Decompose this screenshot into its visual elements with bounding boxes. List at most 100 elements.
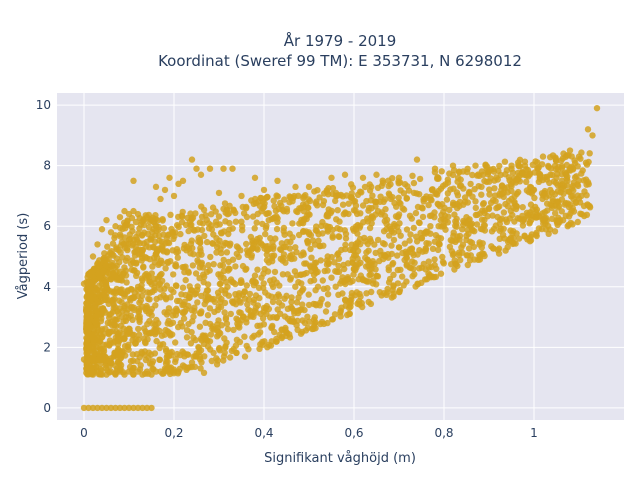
cloud-point: [297, 330, 305, 337]
cloud-point: [218, 286, 225, 294]
cloud-point: [222, 343, 229, 350]
cloud-point: [574, 163, 581, 170]
cloud-point: [243, 282, 250, 289]
data-point: [364, 256, 371, 263]
cloud-point: [304, 313, 311, 320]
cloud-point: [271, 203, 278, 210]
cloud-point: [298, 204, 305, 212]
data-point: [112, 338, 119, 345]
cloud-point: [347, 194, 354, 201]
cloud-point: [198, 226, 206, 234]
cloud-point: [145, 354, 152, 362]
cloud-point: [281, 196, 288, 203]
cloud-point: [199, 332, 206, 339]
cloud-point: [306, 197, 314, 205]
data-point: [170, 192, 178, 200]
cloud-point: [263, 251, 270, 258]
data-point: [238, 192, 245, 200]
cloud-point: [300, 251, 307, 258]
data-point: [305, 183, 313, 191]
cloud-point: [440, 216, 447, 223]
cloud-point: [332, 197, 339, 205]
cloud-point: [394, 214, 401, 221]
cloud-point: [265, 259, 272, 266]
cloud-point: [532, 203, 539, 211]
cloud-point: [227, 276, 235, 283]
cloud-point: [213, 221, 220, 229]
data-point: [575, 153, 583, 160]
cloud-point: [456, 198, 464, 206]
cloud-point: [173, 282, 180, 290]
cloud-point: [395, 194, 402, 201]
cloud-point: [390, 282, 397, 289]
cloud-point: [455, 249, 463, 256]
data-point: [166, 368, 173, 375]
cloud-point: [121, 343, 129, 350]
cloud-point: [246, 290, 254, 298]
cloud-point: [316, 194, 323, 201]
cloud-point: [282, 259, 289, 266]
cloud-point: [425, 240, 432, 247]
cloud-point: [85, 329, 92, 336]
cloud-point: [102, 296, 109, 303]
cloud-point: [221, 299, 229, 307]
cloud-point: [209, 240, 217, 247]
cloud-point: [491, 185, 498, 192]
data-point: [94, 404, 101, 412]
data-point: [125, 210, 133, 218]
cloud-point: [138, 348, 145, 356]
cloud-point: [254, 210, 261, 218]
cloud-point: [158, 332, 166, 339]
cloud-point: [413, 190, 420, 197]
cloud-point: [111, 352, 118, 359]
cloud-point: [187, 340, 195, 347]
data-point: [175, 368, 182, 375]
cloud-point: [255, 284, 263, 292]
cloud-point: [245, 296, 253, 303]
cloud-point: [519, 204, 526, 211]
cloud-point: [486, 186, 493, 193]
cloud-point: [136, 331, 143, 338]
cloud-point: [523, 187, 531, 194]
cloud-point: [241, 353, 249, 360]
cloud-point: [495, 250, 503, 257]
data-point: [125, 328, 133, 336]
cloud-point: [122, 267, 129, 274]
cloud-point: [391, 199, 398, 207]
cloud-point: [265, 217, 272, 224]
cloud-point: [466, 188, 473, 196]
cloud-point: [151, 331, 159, 338]
cloud-point: [192, 336, 199, 344]
cloud-point: [531, 169, 538, 176]
cloud-point: [297, 271, 304, 278]
data-point: [260, 186, 268, 194]
cloud-point: [121, 234, 128, 241]
data-point: [472, 162, 479, 169]
cloud-point: [160, 248, 167, 255]
data-point: [89, 404, 97, 412]
data-point: [139, 247, 146, 254]
cloud-point: [162, 265, 169, 272]
cloud-point: [111, 322, 118, 329]
cloud-point: [516, 156, 524, 163]
cloud-point: [409, 273, 416, 280]
cloud-point: [270, 197, 277, 204]
cloud-point: [175, 223, 182, 231]
cloud-point: [586, 150, 593, 157]
cloud-point: [128, 223, 135, 230]
cloud-point: [192, 270, 200, 277]
cloud-point: [501, 185, 508, 192]
cloud-point: [470, 243, 478, 251]
cloud-point: [207, 331, 215, 338]
cloud-point: [160, 225, 168, 232]
cloud-point: [337, 307, 344, 314]
cloud-point: [236, 338, 244, 346]
cloud-point: [446, 243, 454, 250]
cloud-point: [352, 243, 360, 251]
cloud-point: [273, 293, 280, 301]
cloud-point: [182, 276, 189, 284]
cloud-point: [493, 174, 500, 181]
cloud-point: [265, 246, 272, 253]
cloud-point: [557, 157, 565, 164]
cloud-point: [91, 304, 99, 311]
